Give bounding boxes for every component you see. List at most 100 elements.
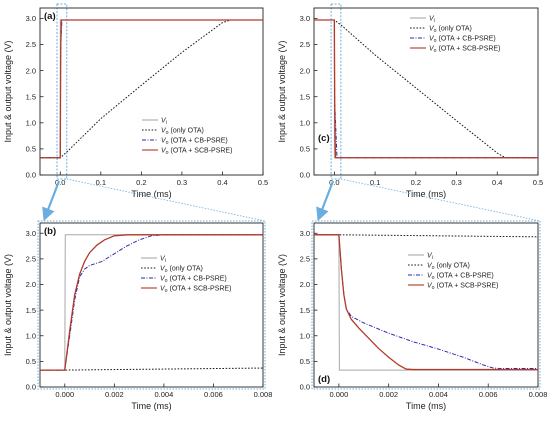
x-tick-label-c-3: 0.3 (451, 178, 461, 187)
y-tick-label-a-6: 3.0 (26, 14, 36, 23)
series-line-c-0 (314, 19, 538, 159)
legend-label-b-3: Vo (OTA + SCB-PSRE) (160, 286, 231, 295)
y-tick-label-d-4: 2.0 (300, 280, 310, 289)
x-tick-label-a-5: 0.5 (258, 178, 268, 187)
y-tick-label-a-0: 0.0 (26, 171, 36, 180)
y-axis-title-a: Input & output voltage (V) (3, 40, 13, 142)
y-tick-label-b-3: 1.5 (26, 306, 36, 315)
x-axis-title-b: Time (ms) (131, 401, 171, 411)
series-group-a (40, 19, 263, 159)
y-tick-label-c-4: 2.0 (300, 66, 310, 75)
x-tick-label-d-0: 0.000 (329, 390, 348, 399)
panel-label-d: (d) (318, 374, 330, 385)
panel-label-c: (c) (318, 133, 330, 144)
x-axis-title-a: Time (ms) (131, 189, 171, 199)
y-axis-title-b: Input & output voltage (V) (3, 254, 13, 356)
series-line-a-1 (40, 19, 263, 159)
series-line-b-3 (40, 234, 263, 371)
x-tick-label-b-2: 0.004 (154, 390, 173, 399)
legend-label-d-3: Vo (OTA + SCB-PSRE) (427, 283, 498, 292)
y-tick-label-b-0: 0.0 (26, 383, 36, 392)
series-line-b-2 (40, 234, 263, 371)
panel-label-a: (a) (44, 11, 56, 22)
series-line-d-3 (314, 234, 538, 371)
x-tick-label-a-1: 0.1 (96, 178, 106, 187)
y-tick-label-b-4: 2.0 (26, 280, 36, 289)
y-tick-label-d-2: 1.0 (300, 331, 310, 340)
y-tick-label-c-1: 0.5 (300, 145, 310, 154)
y-tick-label-d-5: 2.5 (300, 255, 310, 264)
y-tick-label-c-2: 1.0 (300, 119, 310, 128)
y-tick-label-c-5: 2.5 (300, 40, 310, 49)
plot-frame-a (39, 7, 264, 176)
y-tick-label-d-0: 0.0 (300, 383, 310, 392)
legend-label-b-2: Vo (OTA + CB-PSRE) (160, 276, 227, 285)
y-tick-label-a-1: 0.5 (26, 145, 36, 154)
legend-label-d-2: Vo (OTA + CB-PSRE) (427, 273, 494, 282)
y-tick-label-c-0: 0.0 (300, 171, 310, 180)
legend-label-d-1: Vo (only OTA) (427, 263, 470, 272)
series-line-c-2 (314, 19, 538, 159)
y-tick-label-b-6: 3.0 (26, 229, 36, 238)
legend-label-b-0: Vi (160, 256, 166, 265)
zoom-connector-c-d (311, 178, 541, 390)
legend-label-c-0: Vi (429, 16, 435, 25)
x-tick-label-c-5: 0.5 (533, 178, 543, 187)
panel-label-b: (b) (44, 226, 56, 237)
series-group-b (40, 234, 263, 371)
panel-a: 0.0 0.1 0.2 0.3 0.4 0.5 0.0 0.5 1.0 1.5 2.0 2.5 3.0 T… (3, 3, 268, 199)
y-tick-label-b-1: 0.5 (26, 357, 36, 366)
y-tick-label-d-6: 3.0 (300, 229, 310, 238)
panel-d: 0.000 0.002 0.004 0.006 0.008 0.0 0.5 1.0 1.5 2.0… (277, 222, 548, 411)
x-tick-label-b-0: 0.000 (55, 390, 74, 399)
legend-label-a-1: Vo (only OTA) (161, 128, 204, 137)
legend-label-c-1: Vo (only OTA) (429, 26, 472, 35)
x-tick-label-a-3: 0.3 (177, 178, 187, 187)
zoom-region-a (56, 3, 68, 180)
x-tick-label-a-2: 0.2 (136, 178, 146, 187)
series-group-d (314, 234, 538, 371)
x-tick-label-b-3: 0.006 (204, 390, 223, 399)
series-line-d-2 (314, 234, 538, 370)
y-tick-label-b-2: 1.0 (26, 331, 36, 340)
y-tick-label-b-5: 2.5 (26, 255, 36, 264)
y-tick-label-c-6: 3.0 (300, 14, 310, 23)
y-tick-label-d-1: 0.5 (300, 357, 310, 366)
x-tick-label-c-2: 0.2 (411, 178, 421, 187)
y-tick-label-c-3: 1.5 (300, 92, 310, 101)
x-tick-label-c-4: 0.4 (492, 178, 502, 187)
series-group-c (314, 19, 538, 159)
y-axis-title-c: Input & output voltage (V) (277, 40, 287, 142)
series-line-d-0 (314, 234, 538, 371)
legend-label-a-2: Vo (OTA + CB-PSRE) (161, 138, 228, 147)
legend-label-c-2: Vo (OTA + CB-PSRE) (429, 36, 496, 45)
x-tick-label-c-1: 0.1 (370, 178, 380, 187)
plot-frame-d (313, 222, 539, 388)
series-line-a-0 (40, 19, 263, 159)
x-tick-label-c-0: 0.0 (329, 178, 339, 187)
x-axis-title-d: Time (ms) (406, 401, 446, 411)
x-tick-label-d-3: 0.006 (479, 390, 498, 399)
series-line-c-3 (314, 19, 538, 159)
plot-frame-c (313, 7, 539, 176)
x-tick-label-d-4: 0.008 (529, 390, 548, 399)
series-line-a-2 (40, 19, 263, 159)
x-axis-title-c: Time (ms) (406, 189, 446, 199)
legend-label-d-0: Vi (427, 253, 433, 262)
legend-label-a-0: Vi (161, 118, 167, 127)
zoom-region-c (330, 3, 342, 180)
y-tick-label-a-5: 2.5 (26, 40, 36, 49)
series-line-a-3 (40, 19, 263, 159)
x-tick-label-d-1: 0.002 (379, 390, 398, 399)
panel-b: 0.000 0.002 0.004 0.006 0.008 0.0 0.5 1.0 1.5 2.0… (3, 222, 272, 411)
y-tick-label-a-3: 1.5 (26, 92, 36, 101)
zoom-connector-a-b (37, 178, 266, 390)
series-line-d-1 (314, 234, 538, 238)
x-tick-label-d-2: 0.004 (429, 390, 448, 399)
